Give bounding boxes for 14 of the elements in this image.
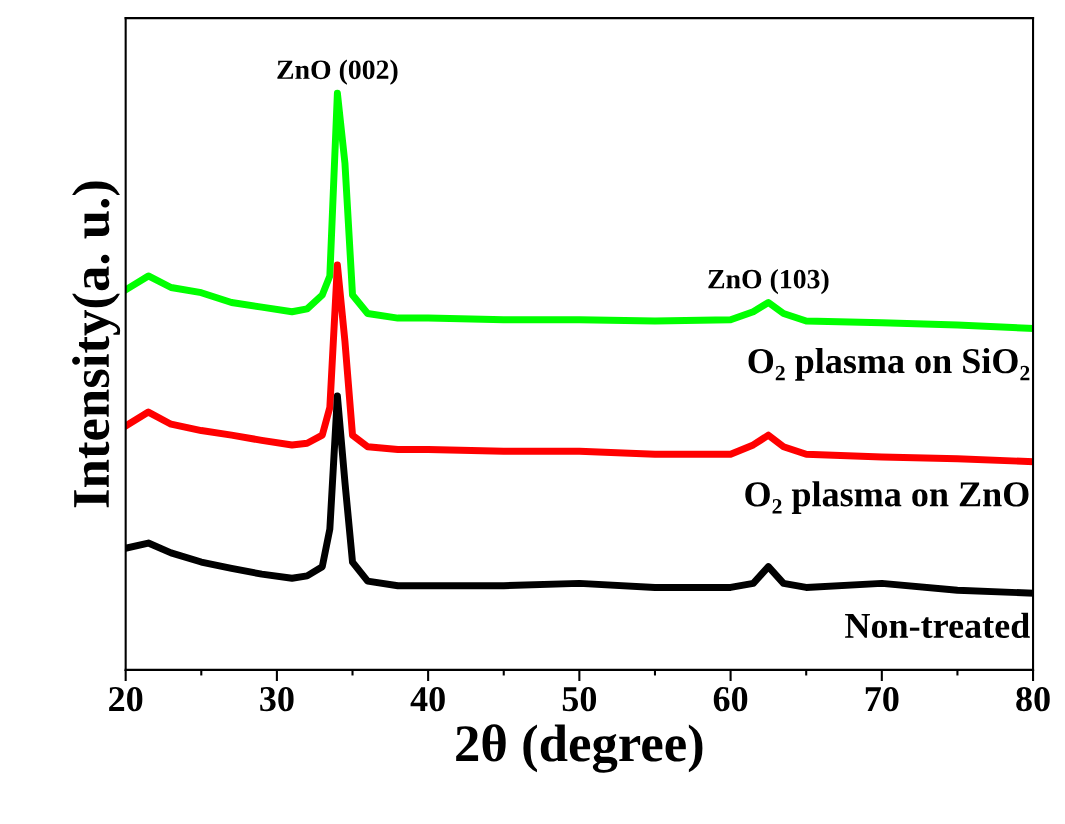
x-axis-title: 2θ (degree) [456, 724, 703, 773]
x-tick-label: 60 [713, 686, 748, 712]
annotation: ZnO (002) [277, 59, 398, 85]
x-tick-label: 30 [260, 686, 294, 712]
series-label: O₂ plasma on SiO₂ [748, 347, 1030, 381]
annotation: ZnO (103) [708, 268, 829, 295]
x-tick-label: 50 [562, 686, 597, 712]
x-tick-label: 20 [109, 686, 143, 712]
x-tick-label: 40 [410, 686, 445, 712]
series-label: Non-treated [845, 612, 1030, 639]
y-axis-title: Intensity(a. u.) [72, 181, 121, 508]
x-tick-label: 80 [1016, 686, 1050, 712]
x-tick-label: 70 [865, 686, 899, 712]
series-label: O₂ plasma on ZnO [745, 481, 1029, 514]
